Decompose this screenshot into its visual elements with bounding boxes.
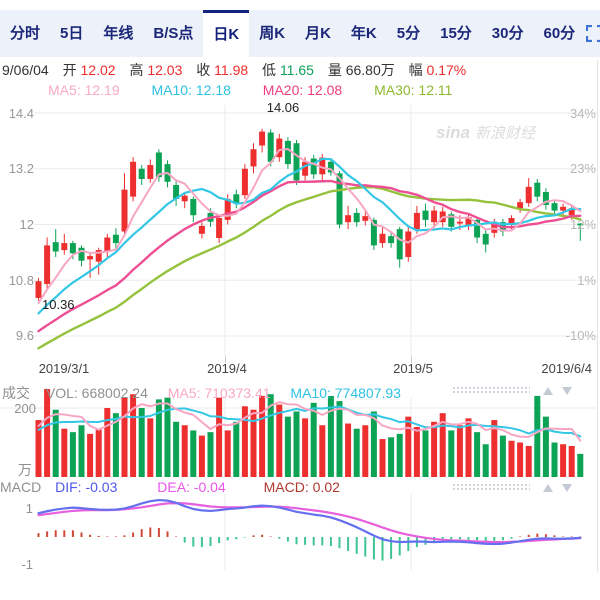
tab-5min[interactable]: 5分 bbox=[396, 25, 421, 42]
low-label: 低 bbox=[262, 62, 277, 78]
price-axis-10-8: 10.8 bbox=[0, 273, 34, 288]
sina-logo: sina bbox=[436, 123, 471, 142]
change-label: 幅 bbox=[408, 62, 423, 78]
date-label-mar: 2019/3/1 bbox=[38, 361, 90, 376]
dif-value: DIF: -0.03 bbox=[55, 479, 118, 495]
tab-5day[interactable]: 5日 bbox=[60, 25, 84, 42]
sina-finance-watermark: sina 新浪财经 bbox=[436, 123, 536, 142]
tab-15min[interactable]: 15分 bbox=[440, 25, 472, 42]
tab-weekly-k[interactable]: 周K bbox=[259, 25, 286, 42]
macd-pane-up-icon[interactable] bbox=[543, 484, 553, 492]
dea-value: DEA: -0.04 bbox=[157, 479, 226, 495]
macd-axis-neg1: -1 bbox=[21, 557, 33, 572]
price-axis-13-2: 13.2 bbox=[0, 161, 34, 176]
change-value: 0.17% bbox=[426, 62, 467, 78]
tab-yearline[interactable]: 年线 bbox=[103, 25, 134, 42]
open-label: 开 bbox=[62, 62, 77, 78]
volume-pane-up-icon[interactable] bbox=[543, 387, 553, 395]
vol-value: VOL: 668002.24 bbox=[45, 385, 148, 401]
volume-pane-down-icon[interactable] bbox=[562, 387, 572, 395]
period-low-annotation: 10.36 bbox=[42, 297, 75, 312]
ma10-legend: MA10: 12.18 bbox=[151, 82, 231, 98]
price-axis-12: 12 bbox=[0, 217, 34, 232]
tab-minute[interactable]: 分时 bbox=[10, 25, 41, 42]
pct-axis-34: 34% bbox=[569, 106, 596, 121]
ma-legend-row: MA5: 12.19 MA10: 12.18 MA20: 12.08 MA30:… bbox=[48, 82, 598, 98]
tab-bs-points[interactable]: B/S点 bbox=[153, 25, 194, 42]
volume-label: 量 bbox=[327, 62, 342, 78]
high-value: 12.03 bbox=[147, 62, 183, 78]
tab-30min[interactable]: 30分 bbox=[491, 25, 524, 42]
vol-ma5-legend: MA5: 710373.41 bbox=[167, 385, 271, 401]
price-axis-9-6: 9.6 bbox=[0, 328, 34, 343]
volume-unit-wan: 万 bbox=[18, 462, 32, 478]
tab-monthly-k[interactable]: 月K bbox=[305, 25, 331, 42]
fullscreen-icon[interactable] bbox=[585, 25, 600, 43]
ma20-legend: MA20: 12.08 bbox=[262, 82, 343, 98]
axis-tick bbox=[411, 356, 412, 363]
close-label: 收 bbox=[196, 62, 211, 78]
open-value: 12.02 bbox=[80, 62, 116, 78]
period-high-annotation: 14.06 bbox=[266, 100, 300, 115]
axis-tick bbox=[225, 356, 226, 363]
volume-pane-drag-grip[interactable] bbox=[452, 386, 530, 395]
tab-yearly-k[interactable]: 年K bbox=[350, 25, 377, 42]
period-tabbar: 分时 5日 年线 B/S点 日K 周K 月K 年K 5分 15分 30分 60分 bbox=[0, 10, 600, 57]
pct-axis-neg10: -10% bbox=[565, 328, 596, 343]
pane-right-border bbox=[597, 60, 598, 572]
macd-axis-1: 1 bbox=[25, 501, 33, 516]
macd-pane-drag-grip[interactable] bbox=[452, 483, 530, 492]
date-label-may: 2019/5 bbox=[393, 361, 433, 376]
date-label-jun: 2019/6/4 bbox=[541, 361, 592, 376]
volume-pane-title: 成交 bbox=[2, 385, 30, 401]
low-value: 11.65 bbox=[279, 62, 314, 78]
price-axis-14-4: 14.4 bbox=[0, 106, 34, 121]
macd-pane-header: MACD DIF: -0.03 DEA: -0.04 MACD: 0.02 bbox=[0, 479, 340, 495]
tab-daily-k[interactable]: 日K bbox=[203, 10, 250, 57]
close-value: 11.98 bbox=[214, 62, 249, 78]
tab-60min[interactable]: 60分 bbox=[543, 25, 576, 42]
date-label-apr: 2019/4 bbox=[207, 361, 247, 376]
high-label: 高 bbox=[129, 62, 144, 78]
ma5-legend: MA5: 12.19 bbox=[48, 82, 120, 98]
current-date: 9/06/04 bbox=[2, 62, 49, 78]
macd-value: MACD: 0.02 bbox=[263, 479, 340, 495]
macd-pane-down-icon[interactable] bbox=[562, 484, 572, 492]
ohlc-info-row: 9/06/04 开 12.02 高 12.03 收 11.98 低 11.65 … bbox=[2, 60, 598, 80]
pct-axis-23: 23% bbox=[569, 161, 596, 176]
pct-axis-12: 12% bbox=[569, 217, 596, 232]
pct-axis-1: 1% bbox=[577, 273, 596, 288]
macd-pane-title: MACD bbox=[0, 479, 42, 495]
ma30-legend: MA30: 12.11 bbox=[374, 82, 453, 98]
vol-ma10-legend: MA10: 774807.93 bbox=[290, 385, 401, 401]
volume-pane-header: 成交 VOL: 668002.24 MA5: 710373.41 MA10: 7… bbox=[2, 383, 401, 403]
volume-axis-200: 200 bbox=[14, 401, 36, 416]
volume-value: 66.80万 bbox=[345, 62, 395, 78]
